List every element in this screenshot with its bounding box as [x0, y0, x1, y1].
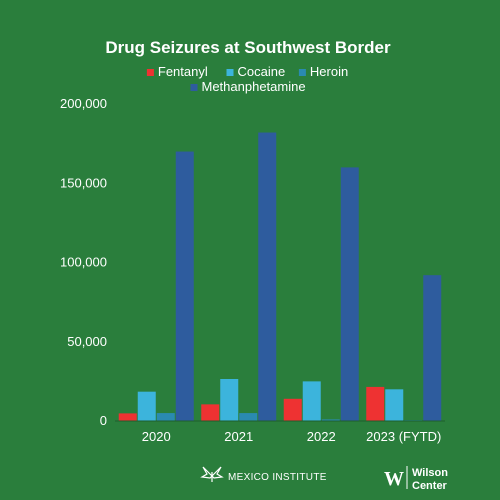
legend-swatch-methanphetamine — [190, 84, 198, 91]
x-axis: 2020 2021 2022 2023 (FYTD) — [142, 429, 442, 444]
butterfly-icon — [200, 466, 224, 482]
y-tick-label: 50,000 — [67, 334, 107, 349]
legend-label-methanphetamine: Methanphetamine — [202, 79, 306, 94]
x-tick-label: 2022 — [307, 429, 336, 444]
y-tick-label: 100,000 — [60, 255, 107, 270]
legend-label-fentanyl: Fentanyl — [158, 64, 208, 79]
bar-cocaine — [137, 391, 156, 421]
mexico-institute-text: MEXICO INSTITUTE — [228, 472, 327, 483]
legend: Fentanyl Cocaine Heroin Methanphetamine — [146, 64, 348, 94]
w-icon: W — [384, 468, 404, 490]
x-tick-label: 2020 — [142, 429, 171, 444]
bar-fentanyl — [201, 404, 220, 421]
bar-cocaine — [220, 378, 239, 421]
bar-fentanyl — [118, 413, 137, 421]
wilson-text-line1: Wilson — [412, 467, 448, 479]
bar-fentanyl — [366, 386, 385, 421]
bar-fentanyl — [283, 398, 302, 421]
y-tick-label: 0 — [100, 413, 107, 428]
x-tick-label: 2021 — [224, 429, 253, 444]
bar-heroin — [156, 413, 175, 421]
wilson-center-logo: W Wilson Center — [384, 466, 448, 492]
mexico-institute-logo: MEXICO INSTITUTE — [200, 466, 327, 483]
legend-swatch-heroin — [298, 69, 306, 76]
legend-label-cocaine: Cocaine — [238, 64, 286, 79]
bar-heroin — [239, 413, 258, 421]
bar-heroin — [321, 419, 340, 421]
wilson-text-line2: Center — [412, 480, 448, 492]
legend-label-heroin: Heroin — [310, 64, 348, 79]
bar-methanphetamine — [340, 167, 359, 421]
bar-cocaine — [385, 389, 404, 421]
chart-title: Drug Seizures at Southwest Border — [105, 38, 391, 57]
y-tick-label: 200,000 — [60, 96, 107, 111]
y-tick-label: 150,000 — [60, 175, 107, 190]
bar-cocaine — [302, 381, 321, 421]
y-axis: 0 50,000 100,000 150,000 200,000 — [60, 96, 107, 428]
bar-methanphetamine — [423, 275, 442, 421]
bar-methanphetamine — [175, 151, 194, 422]
bar-methanphetamine — [258, 132, 277, 421]
bars — [118, 132, 442, 422]
x-tick-label: 2023 (FYTD) — [366, 429, 441, 444]
legend-swatch-fentanyl — [146, 69, 154, 76]
legend-swatch-cocaine — [226, 69, 234, 76]
